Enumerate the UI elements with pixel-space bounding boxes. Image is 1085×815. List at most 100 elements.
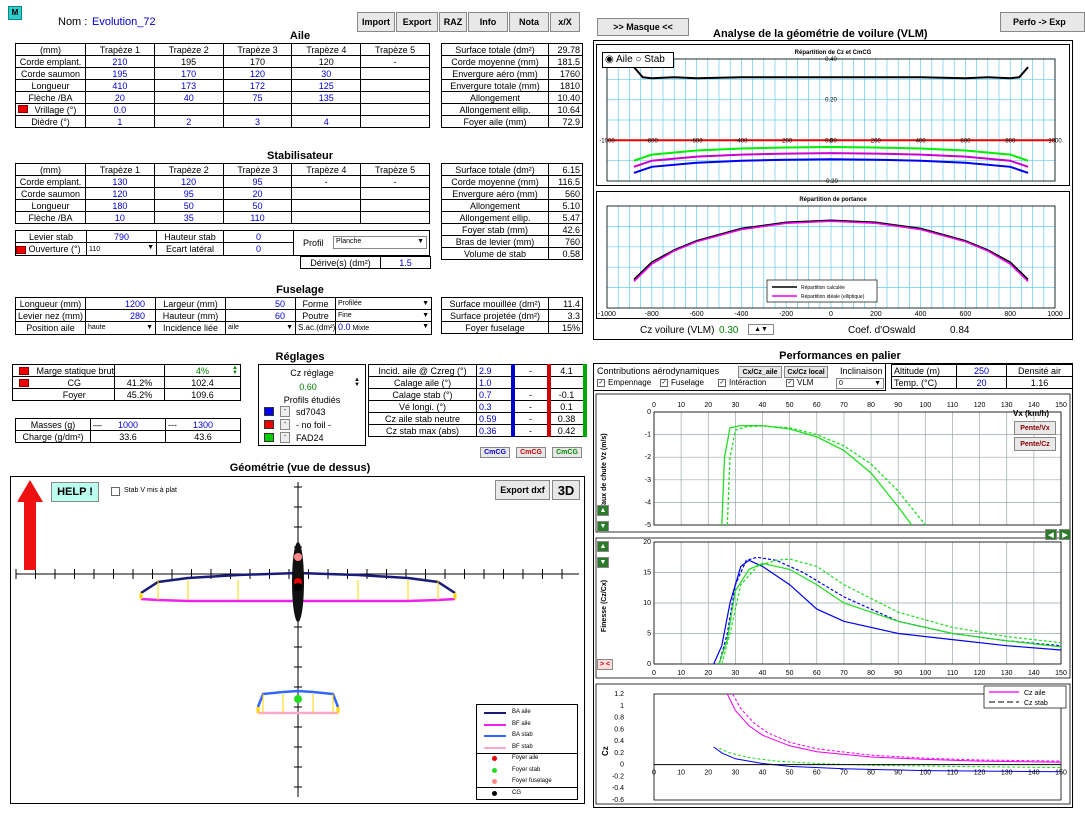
position-aile-dropdown-icon[interactable]: ▼ [146,324,153,331]
stab-cell[interactable]: 35 [153,211,224,224]
aile-cell[interactable] [360,67,430,80]
aile-cell[interactable]: 30 [291,67,362,80]
stab-cell[interactable]: 120 [153,175,224,188]
stab-cell[interactable] [291,199,362,212]
aile-cell[interactable]: 20 [85,91,155,104]
mass-1[interactable]: —1000 [90,418,166,431]
inclinaison-dropdown-icon[interactable]: ▼ [874,380,881,387]
masque-button[interactable]: >> Masque << [597,18,689,36]
marge-spinner[interactable]: ▲ ▼ [232,364,238,376]
cz-vlm-spinner[interactable]: ▲▼ [748,324,774,335]
levier-stab-value[interactable]: 790 [86,230,157,243]
aile-cell[interactable] [153,103,224,116]
info-button[interactable]: Info [468,12,508,32]
stab-radio-label[interactable]: Stab [644,54,665,65]
scale-toggle-button[interactable]: x/X [550,12,580,32]
cz-reglage-value[interactable]: 0.60 [299,382,317,392]
position-aile-value[interactable]: haute [88,324,106,331]
stab-cell[interactable] [360,211,430,224]
longueur-value[interactable]: 1200 [85,297,156,310]
ouverture-indicator[interactable] [16,245,26,254]
aile-cell[interactable]: 135 [291,91,362,104]
cmcg-button-1[interactable]: CmCG [480,447,510,458]
reglage-value[interactable]: 1.0 [476,376,515,389]
sac-value[interactable]: 0.0 [338,322,351,333]
profil-select-button-1[interactable]: - [280,419,290,430]
forme-value[interactable]: Profilée [338,299,362,307]
aile-cell[interactable]: 120 [291,55,362,68]
stab-cell[interactable]: - [360,175,430,188]
stab-plat-checkbox[interactable] [111,487,120,496]
forme-dropdown-icon[interactable]: ▼ [422,299,429,307]
profil-color-1[interactable] [264,420,274,429]
reglage-value[interactable]: 0.3 [476,400,515,413]
aile-cell[interactable]: 1 [85,115,155,128]
stab-cell[interactable]: 120 [85,187,155,200]
cxcz-aile-button[interactable]: Cx/Cz_aile [738,366,782,378]
aile-cell[interactable]: 125 [291,79,362,92]
cz-vlm-value[interactable]: 0.30 [719,325,739,336]
altitude-value[interactable]: 250 [956,364,1007,377]
cz-reglage-spinner[interactable]: ▲ ▼ [354,377,360,388]
sac-mode[interactable]: Mixte [352,325,370,332]
cmcg-button-3[interactable]: CmCG [552,447,582,458]
stab-cell[interactable]: 95 [222,175,293,188]
poutre-value[interactable]: Fine [338,311,352,319]
reglage-value[interactable]: 2.9 [476,364,515,377]
profil-color-2[interactable] [264,433,274,442]
cmcg-button-2[interactable]: CmCG [516,447,546,458]
stab-radio-icon[interactable]: ○ [635,54,642,65]
hauteur-value[interactable]: 60 [225,309,296,322]
profil-select-button-2[interactable]: - [280,432,290,443]
export-button[interactable]: Export [396,12,438,32]
pente-cz-button[interactable]: Pente/Cz [1014,437,1056,451]
stab-cell[interactable]: - [291,175,362,188]
shrink-button[interactable]: > < [597,659,613,670]
aile-cell[interactable]: 210 [85,55,155,68]
aile-cell[interactable] [222,103,293,116]
incidence-liee-value[interactable]: aile [228,324,239,331]
stab-cell[interactable]: 95 [153,187,224,200]
cxcz-local-button[interactable]: Cx/Cz local [784,366,828,378]
name-value[interactable]: Evolution_72 [92,16,156,28]
aile-cell[interactable]: 75 [222,91,293,104]
profil-select-button-0[interactable]: - [280,406,290,417]
poutre-dropdown-icon[interactable]: ▼ [422,311,429,319]
stab-cell[interactable]: 10 [85,211,155,224]
aile-cell[interactable]: 40 [153,91,224,104]
aile-cell[interactable]: 170 [153,67,224,80]
reglage-value[interactable]: 0.59 [476,412,515,425]
profil-color-0[interactable] [264,407,274,416]
aile-cell[interactable] [360,91,430,104]
stab-cell[interactable]: 130 [85,175,155,188]
ecart-lateral-value[interactable]: 0 [223,242,294,256]
stab-cell[interactable] [291,187,362,200]
aile-cell[interactable]: 170 [222,55,293,68]
stab-cell[interactable]: 20 [222,187,293,200]
aile-cell[interactable]: 120 [222,67,293,80]
derive-value[interactable]: 1.5 [380,256,431,269]
ouverture-dropdown-icon[interactable]: ▼ [147,244,154,251]
scroll-up-icon-1[interactable]: ▲ [597,505,609,516]
aile-cell[interactable] [360,79,430,92]
temp-value[interactable]: 20 [956,376,1007,389]
check-3[interactable]: ✓ [786,379,794,387]
marge-value[interactable]: 4% [195,365,209,376]
marge-indicator[interactable] [18,367,29,376]
aile-cell[interactable]: 2 [153,115,224,128]
aile-cell[interactable]: 195 [85,67,155,80]
check-2[interactable]: ✓ [718,379,726,387]
largeur-value[interactable]: 50 [225,297,296,310]
perfo-export-button[interactable]: Perfo -> Exp [1000,12,1085,32]
aile-radio-label[interactable]: Aile [615,54,633,65]
scroll-right-icon[interactable]: ▶ [1059,529,1071,540]
scroll-left-icon[interactable]: ◀ [1045,529,1057,540]
check-1[interactable]: ✓ [660,379,668,387]
profil-dropdown[interactable]: Planche ▼ [333,236,427,249]
stab-cell[interactable] [360,187,430,200]
aile-cell[interactable]: 0.0 [85,103,155,116]
aile-cell[interactable]: 173 [153,79,224,92]
raz-button[interactable]: RAZ [439,12,467,32]
view-3d-button[interactable]: 3D [552,480,580,500]
aile-cell[interactable] [360,115,430,128]
